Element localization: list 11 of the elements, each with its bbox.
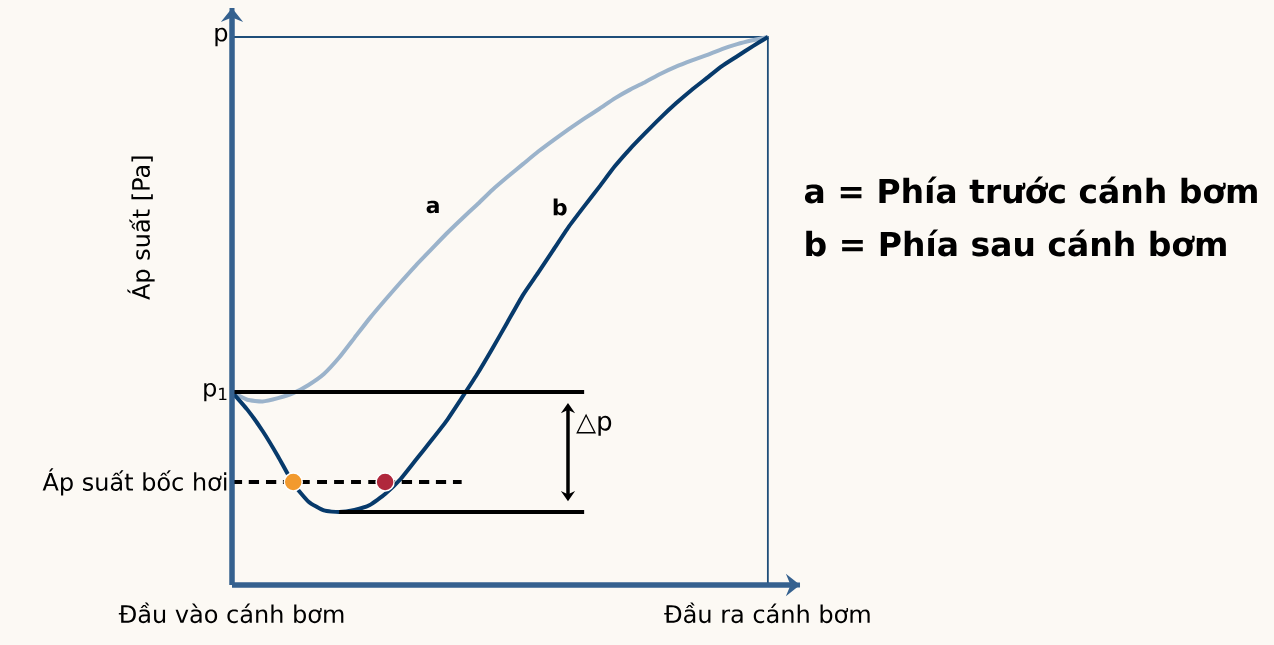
text: Áp suất bốc hơi xyxy=(42,468,227,496)
series-label: b xyxy=(553,198,567,216)
text: a = Phía trước cánh bơm xyxy=(804,176,1257,204)
text: p$_{1}$ xyxy=(204,382,227,402)
annotation: △p xyxy=(576,413,612,436)
text: b = Phía sau cánh bơm xyxy=(806,229,1226,257)
series-label: a xyxy=(426,200,439,214)
text: p xyxy=(215,27,228,47)
x-tick-label: Đầu ra cánh bơm xyxy=(664,602,870,624)
x-tick-label: Đầu vào cánh bơm xyxy=(118,602,344,624)
y-axis-title: Áp suất [Pa] xyxy=(127,156,155,300)
